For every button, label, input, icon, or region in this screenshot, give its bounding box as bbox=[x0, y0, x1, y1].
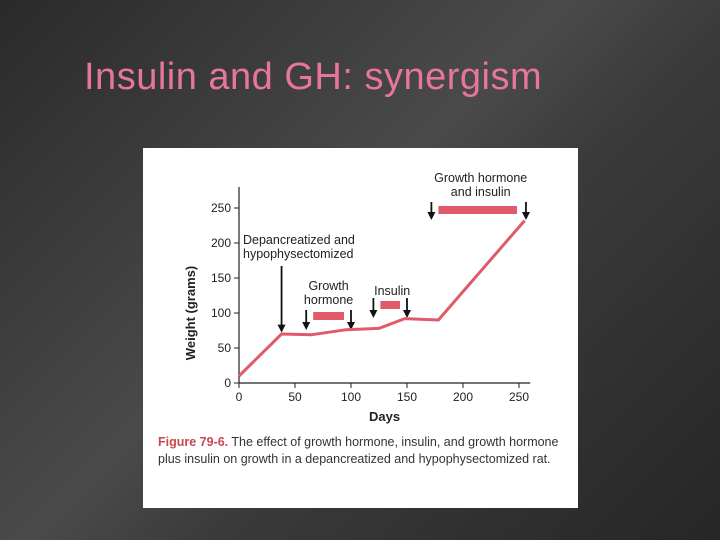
annotation-insulin-label: Insulin bbox=[374, 284, 410, 298]
gh-end-arrow-head bbox=[347, 322, 355, 330]
x-tick-label: 0 bbox=[236, 390, 243, 404]
weight-line bbox=[237, 219, 526, 378]
annotation-gh-line: hormone bbox=[304, 293, 353, 307]
gh-insulin-treatment-bar bbox=[438, 206, 517, 214]
insulin-end-arrow-head bbox=[403, 310, 411, 318]
annotation-surgery-line: Depancreatized and bbox=[243, 233, 355, 247]
x-axis-label: Days bbox=[369, 409, 400, 424]
gh-end-arrow bbox=[347, 310, 355, 330]
y-tick-label: 200 bbox=[211, 236, 231, 250]
gh-insulin-end-arrow-head bbox=[521, 212, 530, 220]
gh-start-arrow bbox=[302, 310, 311, 330]
insulin-end-arrow bbox=[403, 298, 411, 318]
annotation-gh-line: Growth bbox=[308, 279, 348, 293]
y-tick-label: 50 bbox=[218, 341, 232, 355]
surgery-arrow bbox=[277, 266, 286, 333]
insulin-treatment-bar bbox=[380, 301, 400, 309]
x-tick-label: 150 bbox=[397, 390, 417, 404]
x-tick-label: 50 bbox=[288, 390, 302, 404]
y-tick-label: 150 bbox=[211, 271, 231, 285]
growth-chart: 0 50 100 150 200 250 0 50 100 150 200 250 Days Weight… bbox=[183, 171, 531, 424]
x-tick-label: 250 bbox=[509, 390, 529, 404]
gh-start-arrow-head bbox=[302, 322, 311, 330]
annotation-gh-insulin-line: and insulin bbox=[451, 185, 511, 199]
gh-insulin-start-arrow bbox=[427, 202, 436, 220]
figure-label: Figure 79-6. bbox=[158, 435, 229, 449]
surgery-arrow-head bbox=[277, 324, 286, 333]
insulin-start-arrow-head bbox=[369, 310, 378, 318]
gh-treatment-bar bbox=[313, 312, 344, 320]
y-tick-label: 100 bbox=[211, 306, 231, 320]
x-tick-label: 100 bbox=[341, 390, 361, 404]
insulin-start-arrow bbox=[369, 298, 378, 318]
chart-series bbox=[237, 219, 526, 378]
y-tick-label: 0 bbox=[224, 376, 231, 390]
slide-title: Insulin and GH: synergism bbox=[84, 56, 543, 98]
gh-insulin-start-arrow-head bbox=[427, 212, 436, 220]
figure-caption-text: The effect of growth hormone, insulin, a… bbox=[158, 435, 559, 466]
chart-axes: 0 50 100 150 200 250 0 50 100 150 200 250 Days Weight… bbox=[183, 187, 531, 424]
y-axis-label: Weight (grams) bbox=[183, 266, 198, 360]
annotation-gh-insulin-line: Growth hormone bbox=[434, 171, 527, 185]
gh-insulin-end-arrow bbox=[521, 202, 530, 220]
annotation-surgery-line: hypophysectomized bbox=[243, 247, 354, 261]
x-tick-label: 200 bbox=[453, 390, 473, 404]
figure-panel: 0 50 100 150 200 250 0 50 100 150 200 250 Days Weight… bbox=[143, 148, 578, 508]
y-tick-label: 250 bbox=[211, 201, 231, 215]
figure-caption: Figure 79-6. The effect of growth hormon… bbox=[158, 434, 568, 468]
